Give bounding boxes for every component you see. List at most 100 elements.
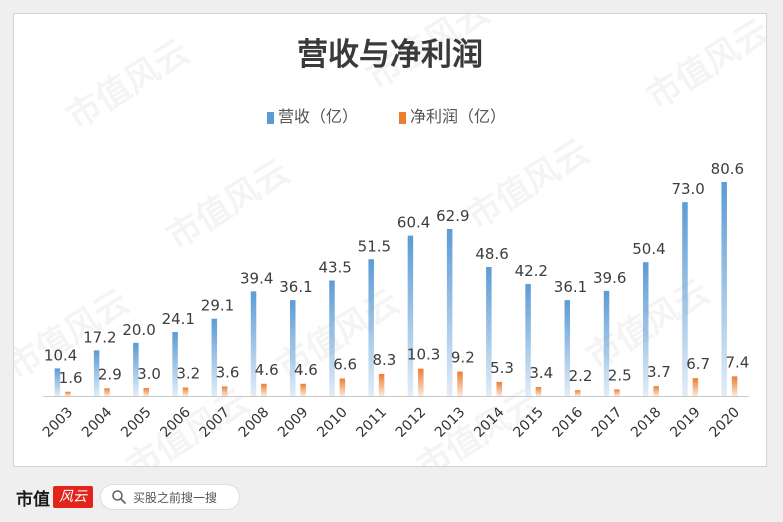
- profit-value-label: 4.6: [255, 361, 279, 379]
- profit-bar: [104, 388, 110, 396]
- revenue-bar: [289, 300, 296, 396]
- revenue-bar: [564, 300, 571, 396]
- profit-bar: [692, 378, 699, 396]
- revenue-value-label: 51.5: [358, 237, 391, 255]
- profit-value-label: 9.2: [451, 349, 475, 367]
- revenue-value-label: 73.0: [671, 180, 704, 198]
- revenue-bar: [682, 202, 688, 396]
- profit-value-label: 3.0: [137, 365, 161, 383]
- profit-bar: [300, 383, 306, 396]
- x-tick-label: 2017: [589, 404, 626, 441]
- profit-value-label: 3.6: [216, 363, 240, 381]
- revenue-value-label: 24.1: [162, 310, 195, 328]
- revenue-bar: [446, 228, 453, 396]
- watermark-text: 市值风云: [160, 152, 297, 258]
- revenue-bar: [407, 235, 414, 396]
- revenue-value-label: 20.0: [122, 321, 155, 339]
- profit-value-label: 8.3: [372, 351, 396, 369]
- revenue-bar: [211, 318, 218, 396]
- search-box[interactable]: 买股之前搜一搜: [100, 484, 240, 510]
- profit-bar: [182, 387, 189, 396]
- x-tick-label: 2004: [79, 404, 116, 441]
- profit-bar: [496, 381, 503, 396]
- revenue-value-label: 10.4: [44, 346, 77, 364]
- profit-value-label: 2.2: [569, 367, 593, 385]
- revenue-bar: [93, 350, 100, 396]
- x-tick-label: 2009: [275, 404, 312, 441]
- profit-bar: [65, 391, 71, 396]
- legend-label: 营收（亿）: [278, 107, 358, 126]
- profit-bar: [457, 371, 463, 396]
- profit-value-label: 6.6: [333, 355, 357, 373]
- profit-value-label: 10.3: [407, 346, 440, 364]
- revenue-value-label: 62.9: [436, 207, 469, 225]
- revenue-bar: [642, 262, 649, 396]
- watermark-text: 市值风云: [640, 14, 766, 118]
- revenue-bar: [250, 291, 257, 396]
- chart-title: 营收与净利润: [297, 37, 483, 73]
- x-tick-label: 2003: [40, 404, 77, 441]
- x-tick-label: 2019: [667, 404, 704, 441]
- revenue-value-label: 43.5: [318, 259, 351, 277]
- profit-bar: [418, 368, 424, 396]
- x-tick-label: 2011: [353, 404, 390, 441]
- search-icon: [112, 490, 126, 504]
- revenue-bar: [525, 283, 531, 396]
- profit-bar: [339, 378, 346, 396]
- x-tick-label: 2012: [393, 404, 430, 441]
- revenue-value-label: 80.6: [711, 160, 744, 178]
- search-placeholder: 买股之前搜一搜: [133, 490, 218, 505]
- revenue-value-label: 36.1: [279, 278, 312, 296]
- profit-bar: [614, 389, 620, 396]
- revenue-bar: [368, 259, 374, 396]
- profit-bar: [653, 386, 659, 396]
- revenue-value-label: 48.6: [475, 245, 508, 263]
- revenue-bar: [329, 280, 335, 396]
- x-tick-label: 2020: [706, 404, 743, 441]
- footer-bar: 市值 风云 买股之前搜一搜: [0, 470, 783, 522]
- revenue-value-label: 29.1: [201, 297, 234, 315]
- watermark-text: 市值风云: [460, 132, 597, 238]
- revenue-value-label: 42.2: [515, 262, 548, 280]
- profit-value-label: 2.9: [98, 365, 122, 383]
- profit-value-label: 5.3: [490, 359, 514, 377]
- revenue-value-label: 17.2: [83, 328, 116, 346]
- watermark-text: 市值风云: [60, 32, 197, 138]
- revenue-value-label: 50.4: [632, 240, 665, 258]
- revenue-bar: [486, 266, 492, 396]
- revenue-bar: [721, 182, 727, 396]
- revenue-value-label: 39.4: [240, 269, 273, 287]
- chart-card: 市值风云 市值风云 市值风云 市值风云 市值风云 市值风云 市值风云 市值风云 市值风云 市值风云…: [13, 13, 767, 467]
- x-tick-label: 2018: [628, 404, 665, 441]
- revenue-bar: [54, 368, 61, 396]
- brand-logo: 市值 风云: [16, 484, 93, 510]
- profit-value-label: 4.6: [294, 361, 318, 379]
- profit-bar: [221, 386, 228, 396]
- profit-value-label: 1.6: [59, 369, 83, 387]
- x-tick-label: 2016: [550, 404, 587, 441]
- profit-value-label: 6.7: [686, 355, 710, 373]
- legend-label: 净利润（亿）: [410, 107, 506, 126]
- profit-value-label: 3.4: [529, 364, 553, 382]
- profit-value-label: 3.2: [176, 365, 200, 383]
- profit-bar: [731, 376, 738, 396]
- profit-bar: [574, 390, 581, 396]
- brand-mark: 风云: [53, 486, 93, 508]
- profit-bar: [143, 388, 150, 396]
- brand-name: 市值: [16, 489, 50, 510]
- legend-swatch: [399, 112, 406, 124]
- revenue-value-label: 36.1: [554, 278, 587, 296]
- legend-swatch: [267, 112, 274, 124]
- profit-bar: [378, 373, 385, 396]
- profit-value-label: 3.7: [647, 363, 671, 381]
- profit-bar: [535, 386, 542, 396]
- x-tick-label: 2010: [314, 404, 351, 441]
- profit-value-label: 2.5: [608, 366, 632, 384]
- profit-value-label: 7.4: [725, 353, 749, 371]
- profit-bar: [261, 383, 267, 396]
- revenue-bar: [603, 290, 610, 396]
- revenue-value-label: 60.4: [397, 214, 430, 232]
- revenue-value-label: 39.6: [593, 269, 626, 287]
- revenue-bar: [172, 332, 178, 396]
